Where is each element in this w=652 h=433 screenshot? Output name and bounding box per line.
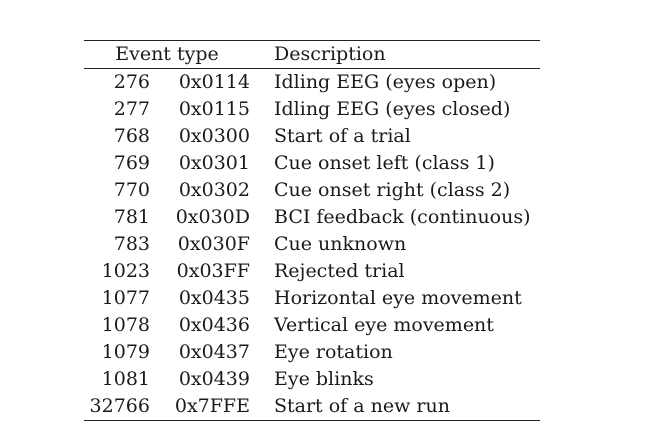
event-description: BCI feedback (continuous) (274, 206, 531, 228)
top-rule (84, 40, 540, 41)
event-description: Start of a new run (274, 395, 450, 417)
table-row: 32766 0x7FFE Start of a new run (84, 393, 540, 420)
table-header: Event type Description (84, 41, 540, 68)
header-event-type: Event type (115, 43, 219, 65)
event-code-hex: 0x0300 (178, 125, 250, 147)
event-code-hex: 0x0301 (178, 152, 250, 174)
event-description: Cue unknown (274, 233, 407, 255)
event-code-hex: 0x7FFE (174, 395, 250, 417)
event-description: Rejected trial (274, 260, 405, 282)
event-code-hex: 0x030F (177, 233, 250, 255)
event-code-hex: 0x030D (175, 206, 250, 228)
event-code-hex: 0x0115 (178, 98, 250, 120)
table-row: 1023 0x03FF Rejected trial (84, 258, 540, 285)
table-body: 276 0x0114 Idling EEG (eyes open) 277 0x0115… (84, 69, 540, 420)
event-code-decimal: 769 (113, 152, 150, 174)
event-description: Cue onset left (class 1) (274, 152, 495, 174)
event-description: Horizontal eye movement (274, 287, 522, 309)
event-code-decimal: 1078 (101, 314, 150, 336)
event-code-hex: 0x03FF (176, 260, 250, 282)
event-code-hex: 0x0302 (178, 179, 250, 201)
event-description: Eye blinks (274, 368, 374, 390)
event-code-decimal: 1077 (101, 287, 150, 309)
event-description: Eye rotation (274, 341, 393, 363)
event-code-decimal: 781 (113, 206, 150, 228)
event-code-decimal: 768 (113, 125, 150, 147)
table-row: 770 0x0302 Cue onset right (class 2) (84, 177, 540, 204)
event-code-decimal: 276 (113, 71, 150, 93)
table-row: 781 0x030D BCI feedback (continuous) (84, 204, 540, 231)
event-code-hex: 0x0436 (178, 314, 250, 336)
header-rule (84, 68, 540, 69)
event-type-table: Event type Description 276 0x0114 Idling E… (84, 40, 540, 421)
event-description: Start of a trial (274, 125, 411, 147)
table-row: 1079 0x0437 Eye rotation (84, 339, 540, 366)
event-code-decimal: 1079 (101, 341, 150, 363)
event-code-decimal: 783 (113, 233, 150, 255)
table-row: 769 0x0301 Cue onset left (class 1) (84, 150, 540, 177)
event-code-decimal: 277 (113, 98, 150, 120)
event-code-hex: 0x0435 (178, 287, 250, 309)
event-description: Idling EEG (eyes closed) (274, 98, 511, 120)
table-row: 768 0x0300 Start of a trial (84, 123, 540, 150)
event-description: Vertical eye movement (274, 314, 494, 336)
table-row: 1081 0x0439 Eye blinks (84, 366, 540, 393)
event-code-decimal: 1023 (101, 260, 150, 282)
table-row: 1078 0x0436 Vertical eye movement (84, 312, 540, 339)
table-row: 783 0x030F Cue unknown (84, 231, 540, 258)
event-code-hex: 0x0439 (178, 368, 250, 390)
event-code-decimal: 770 (113, 179, 150, 201)
event-code-hex: 0x0114 (178, 71, 250, 93)
event-description: Idling EEG (eyes open) (274, 71, 497, 93)
bottom-rule (84, 420, 540, 421)
header-description: Description (274, 43, 386, 65)
table-row: 277 0x0115 Idling EEG (eyes closed) (84, 96, 540, 123)
event-code-hex: 0x0437 (178, 341, 250, 363)
event-code-decimal: 32766 (89, 395, 150, 417)
event-code-decimal: 1081 (101, 368, 150, 390)
table-row: 276 0x0114 Idling EEG (eyes open) (84, 69, 540, 96)
table-row: 1077 0x0435 Horizontal eye movement (84, 285, 540, 312)
event-description: Cue onset right (class 2) (274, 179, 511, 201)
